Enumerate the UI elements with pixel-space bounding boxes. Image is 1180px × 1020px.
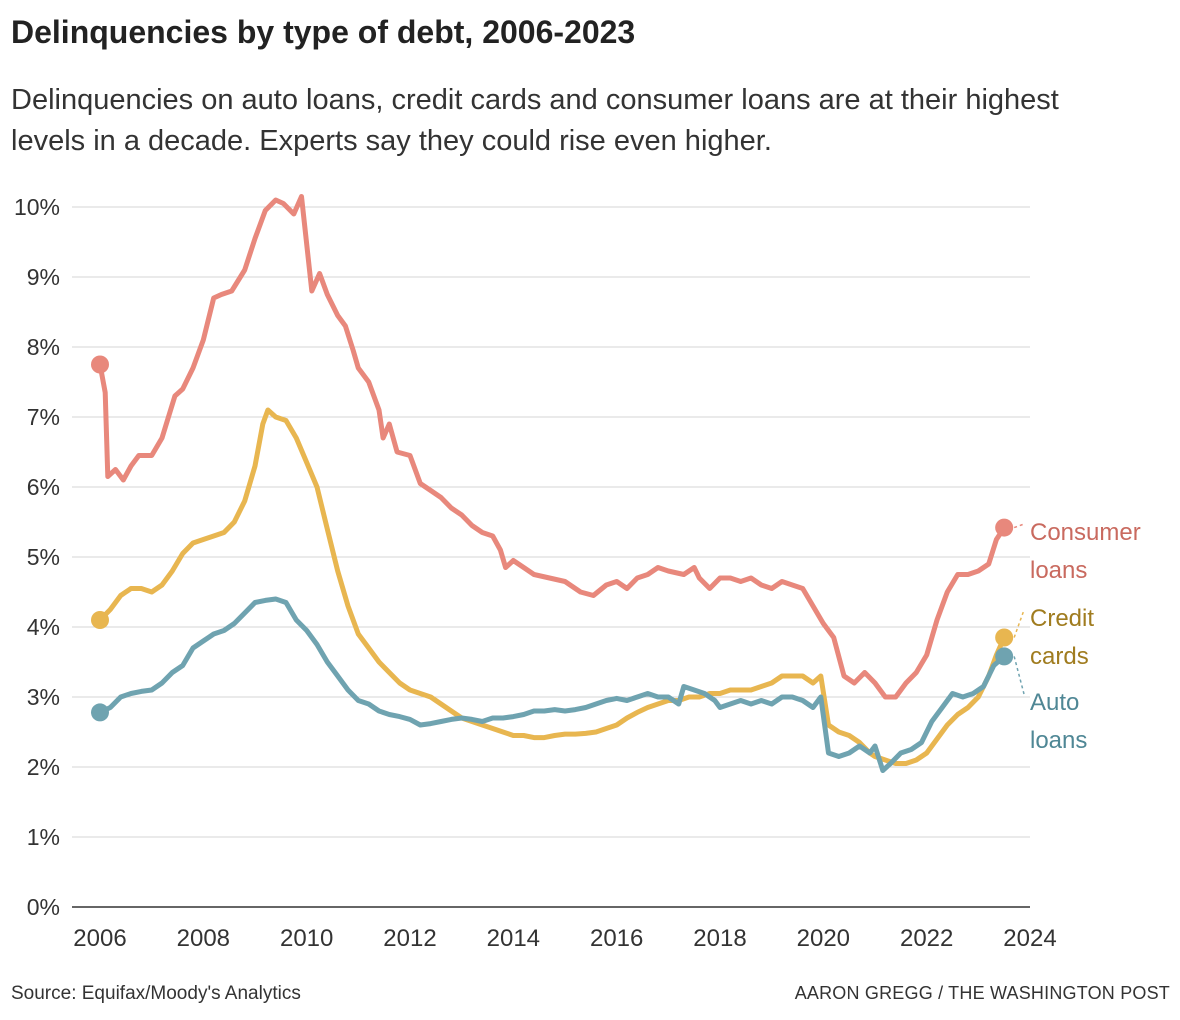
series-label: cards bbox=[1030, 643, 1089, 670]
x-tick-label: 2012 bbox=[383, 925, 436, 952]
end-point-marker bbox=[995, 518, 1014, 537]
y-tick-label: 3% bbox=[27, 684, 60, 710]
series-label: Credit bbox=[1030, 605, 1094, 632]
y-tick-label: 6% bbox=[27, 474, 60, 500]
series-line bbox=[97, 194, 1007, 700]
x-tick-label: 2016 bbox=[590, 925, 643, 952]
x-axis-ticks: 2006 2008 2010 2012 2014 2016 2018 2020 2022 2024 bbox=[73, 925, 1056, 952]
x-tick-label: 2006 bbox=[73, 925, 126, 952]
series-label: loans bbox=[1030, 557, 1087, 584]
x-tick-label: 2024 bbox=[1003, 925, 1056, 952]
start-point-marker bbox=[91, 703, 109, 722]
label-leader-line bbox=[1013, 523, 1025, 529]
end-point-marker bbox=[995, 647, 1014, 666]
start-point-marker bbox=[91, 355, 109, 374]
x-tick-label: 2010 bbox=[280, 925, 333, 952]
y-tick-label: 4% bbox=[27, 614, 60, 640]
y-tick-label: 0% bbox=[27, 894, 60, 920]
y-tick-label: 9% bbox=[27, 264, 60, 290]
series-lines bbox=[91, 194, 1025, 773]
byline-credit: AARON GREGG / THE WASHINGTON POST bbox=[794, 983, 1170, 1003]
y-tick-label: 7% bbox=[27, 404, 60, 430]
end-point-marker bbox=[995, 628, 1014, 647]
chart-title: Delinquencies by type of debt, 2006-2023 bbox=[11, 14, 636, 50]
series-label: Auto bbox=[1030, 689, 1079, 716]
x-tick-label: 2022 bbox=[900, 925, 953, 952]
series-line bbox=[97, 596, 1007, 773]
x-tick-label: 2018 bbox=[693, 925, 746, 952]
chart-subtitle: Delinquencies on auto loans, credit card… bbox=[11, 84, 1059, 157]
y-tick-label: 8% bbox=[27, 334, 60, 360]
y-tick-label: 5% bbox=[27, 544, 60, 570]
label-leader-line bbox=[1013, 656, 1025, 695]
series-label: Consumer bbox=[1030, 519, 1141, 546]
gridlines bbox=[72, 206, 1030, 908]
x-tick-label: 2020 bbox=[797, 925, 850, 952]
source-note: Source: Equifax/Moody's Analytics bbox=[11, 983, 301, 1004]
series-line bbox=[97, 407, 1007, 766]
label-leader-line bbox=[1013, 609, 1025, 638]
series-labels: Consumer loans Credit cards Auto loans bbox=[1030, 519, 1141, 754]
y-axis-ticks: 0% 1% 2% 3% 4% 5% 6% 7% 8% 9% 10% bbox=[14, 194, 60, 920]
start-point-marker bbox=[91, 611, 109, 629]
y-tick-label: 10% bbox=[14, 194, 60, 220]
y-tick-label: 1% bbox=[27, 824, 60, 850]
y-tick-label: 2% bbox=[27, 754, 60, 780]
x-tick-label: 2008 bbox=[177, 925, 230, 952]
series-label: loans bbox=[1030, 727, 1087, 754]
x-tick-label: 2014 bbox=[487, 925, 540, 952]
